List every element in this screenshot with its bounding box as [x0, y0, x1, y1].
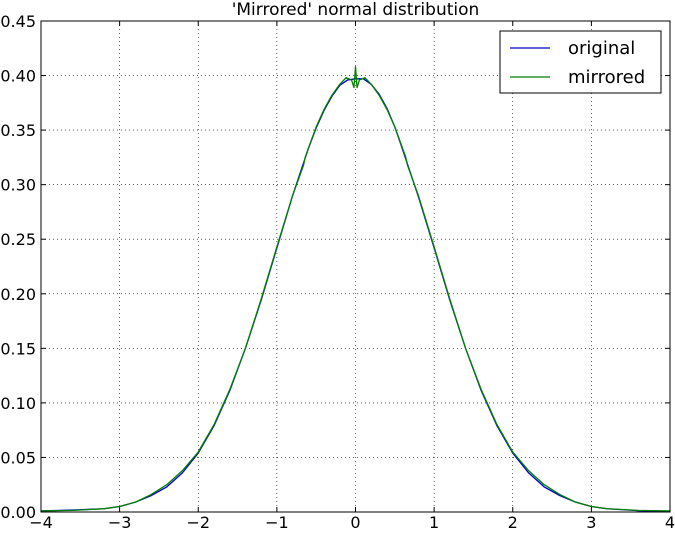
chart-title: 'Mirrored' normal distribution — [232, 0, 480, 20]
y-tick-label: 0.15 — [0, 339, 36, 358]
x-tick-label: −1 — [265, 513, 289, 529]
y-tick-label: 0.20 — [0, 285, 36, 304]
x-tick-label: −4 — [29, 513, 53, 529]
plot-frame — [40, 20, 671, 513]
y-tick-label: 0.45 — [0, 12, 36, 31]
legend-box — [499, 30, 662, 94]
series-line-original — [40, 78, 671, 513]
series-line-mirrored — [40, 66, 671, 512]
x-tick-label: 4 — [665, 513, 675, 529]
axis-ticks: −4 −3 −2 −1 0 1 2 3 4 0.00 0.05 0.10 0.15 0.20 0.25 0.3… — [0, 12, 675, 532]
y-tick-label: 0.35 — [0, 121, 36, 140]
legend-label-original: original — [568, 38, 635, 59]
x-tick-label: 2 — [508, 513, 518, 529]
x-tick-label: 3 — [586, 513, 596, 529]
grid — [40, 20, 671, 513]
y-tick-label: 0.40 — [0, 67, 36, 86]
legend-label-mirrored: mirrored — [568, 67, 645, 88]
x-tick-label: 1 — [429, 513, 439, 529]
y-tick-label: 0.30 — [0, 176, 36, 195]
x-tick-label: 0 — [350, 513, 360, 529]
x-tick-label: −2 — [186, 513, 210, 529]
y-tick-label: 0.25 — [0, 230, 36, 249]
legend: original mirrored — [499, 30, 662, 94]
y-tick-label: 0.05 — [0, 448, 36, 467]
x-tick-label: −3 — [108, 513, 132, 529]
series-lines — [40, 66, 671, 513]
y-tick-label: 0.10 — [0, 394, 36, 413]
y-tick-label: 0.00 — [0, 503, 36, 522]
